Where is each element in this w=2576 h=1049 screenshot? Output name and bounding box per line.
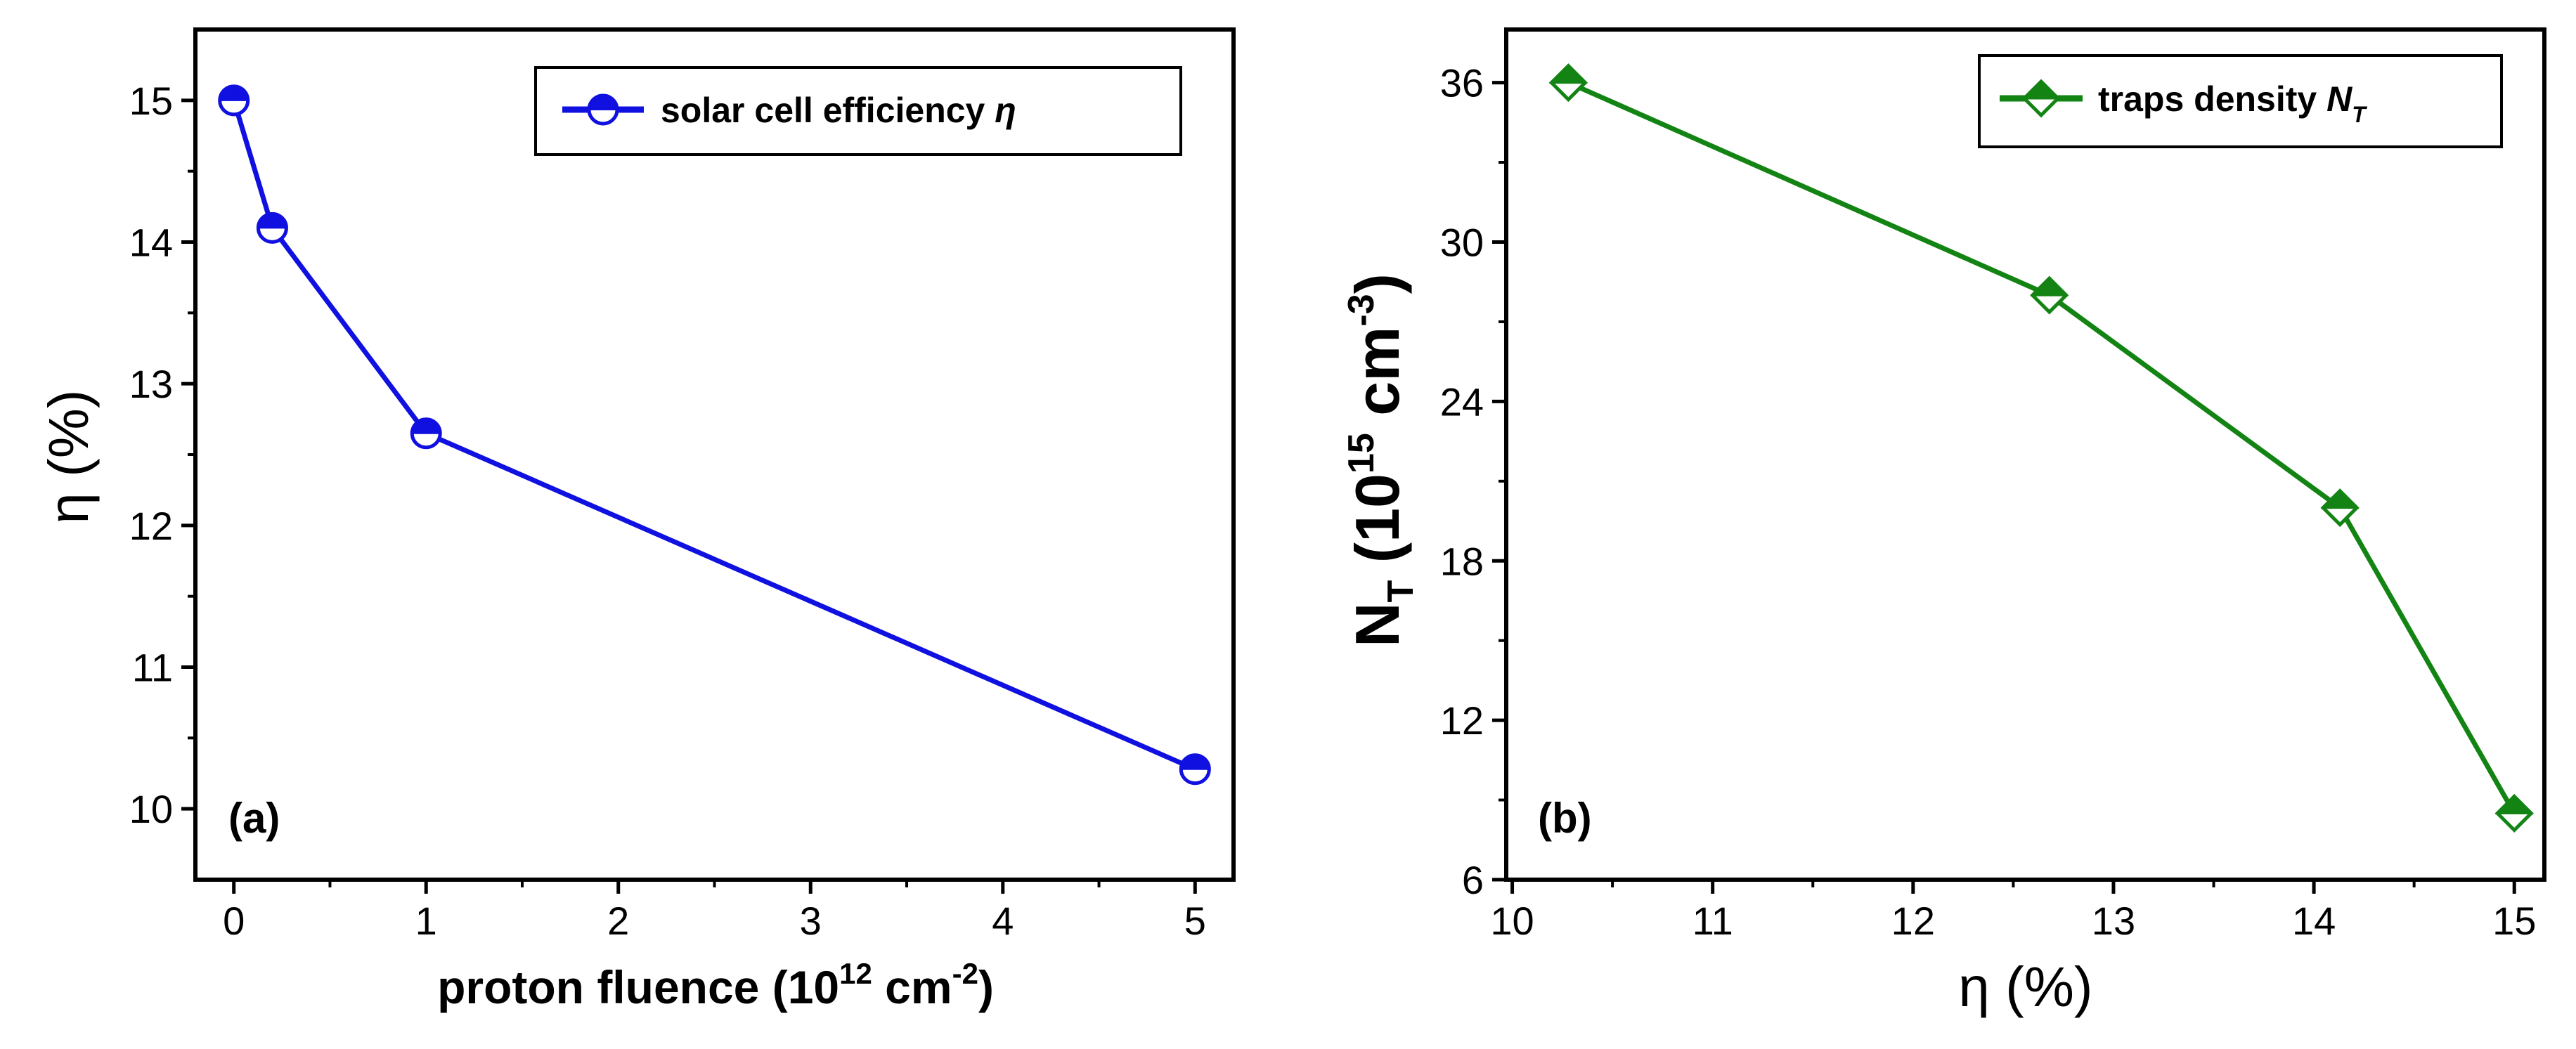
series-efficiency-marks <box>218 84 1211 786</box>
x-tick-label: 3 <box>800 899 822 943</box>
legend-b: traps density NT <box>1978 54 2503 148</box>
series-line <box>231 99 1196 771</box>
x-tick-label: 15 <box>2492 899 2536 943</box>
y-tick-label: 15 <box>129 79 173 123</box>
data-point <box>1548 63 1588 103</box>
legend-symbol <box>587 93 619 126</box>
y-tick-label: 13 <box>129 362 173 406</box>
series-traps-marks <box>1548 63 2534 833</box>
chart-panel-b: 10 11 12 13 14 15 6 12 18 24 30 36 NT (1015 cm-3) η… <box>1341 27 2546 1018</box>
y-tick-label: 18 <box>1440 539 1484 583</box>
y-tick-label: 36 <box>1440 61 1484 105</box>
data-point <box>2030 275 2069 315</box>
plot-frame-a <box>193 27 1236 882</box>
x-axis-title-a: proton fluence (1012 cm-2) <box>437 957 994 1013</box>
panel-label-a: (a) <box>228 795 280 842</box>
data-point <box>410 417 442 450</box>
data-point <box>2320 488 2360 528</box>
x-tick-label: 0 <box>223 899 245 943</box>
x-tick-label: 13 <box>2092 899 2135 943</box>
y-axis-title-b: NT (1015 cm-3) <box>1341 273 1421 647</box>
x-tick-label: 12 <box>1891 899 1935 943</box>
legend-label-b: traps density NT <box>2098 79 2367 127</box>
y-tick-label: 11 <box>132 646 173 690</box>
y-axis-title-a: η (%) <box>37 389 100 523</box>
x-tick-label: 11 <box>1692 899 1733 943</box>
legend-marker-b <box>2021 79 2061 118</box>
panel-label-b: (b) <box>1538 795 1592 842</box>
x-tick-label: 10 <box>1490 899 1534 943</box>
y-tick-label: 10 <box>129 787 173 831</box>
y-tick-label: 12 <box>1440 698 1484 743</box>
x-axis-title-b: η (%) <box>1958 956 2092 1018</box>
legend-marker-a <box>587 93 619 126</box>
x-tick-label: 1 <box>415 899 437 943</box>
data-point <box>2494 793 2534 833</box>
data-point <box>218 84 250 117</box>
y-tick-label: 14 <box>129 221 173 265</box>
plot-frame-b <box>1504 27 2546 882</box>
y-tick-label: 30 <box>1440 221 1484 265</box>
data-point <box>256 211 288 244</box>
legend-label-a: solar cell efficiency η <box>661 91 1016 130</box>
legend-symbol <box>2021 79 2061 118</box>
y-tick-label: 12 <box>129 504 173 548</box>
y-tick-label: 24 <box>1440 379 1484 424</box>
y-tick-label: 6 <box>1462 858 1484 902</box>
legend-a: solar cell efficiency η <box>534 66 1182 156</box>
x-tick-label: 2 <box>607 899 629 943</box>
series-line <box>1567 80 2517 815</box>
x-tick-label: 14 <box>2292 899 2336 943</box>
data-point <box>1179 753 1211 786</box>
x-tick-label: 4 <box>992 899 1014 943</box>
axis-ticks-b: 10 11 12 13 14 15 6 12 18 24 30 36 <box>1440 61 2537 943</box>
x-tick-label: 5 <box>1184 899 1206 943</box>
